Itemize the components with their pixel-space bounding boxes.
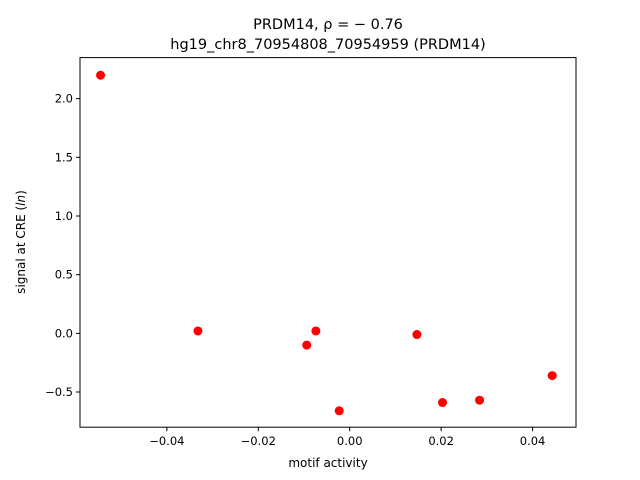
x-tick-label: 0.04 <box>520 434 546 448</box>
data-points <box>96 70 557 416</box>
y-tick-label: 1.5 <box>55 150 73 164</box>
y-tick-label: −0.5 <box>45 385 73 399</box>
data-point <box>302 340 312 350</box>
data-point <box>438 398 448 408</box>
data-point <box>193 326 203 336</box>
data-point <box>96 70 106 80</box>
x-tick-label: −0.04 <box>149 434 184 448</box>
chart-title-line2: hg19_chr8_70954808_70954959 (PRDM14) <box>170 37 485 53</box>
y-tick-label: 0.5 <box>55 268 73 282</box>
x-axis-ticks: −0.04 −0.02 0.00 0.02 0.04 <box>149 427 545 448</box>
plot-frame <box>79 57 577 428</box>
data-point <box>412 330 422 340</box>
y-tick-label: 2.0 <box>55 92 73 106</box>
data-point <box>311 326 321 336</box>
y-tick-label: 0.0 <box>55 326 73 340</box>
data-point <box>547 371 557 381</box>
x-axis-label: motif activity <box>288 456 367 470</box>
y-axis-ticks: −0.5 0.0 0.5 1.0 1.5 2.0 <box>45 92 80 399</box>
x-tick-label: −0.02 <box>241 434 276 448</box>
y-axis-label: signal at CRE (ln) <box>14 190 28 294</box>
y-tick-label: 1.0 <box>55 209 73 223</box>
data-point <box>334 406 344 416</box>
x-tick-label: 0.02 <box>428 434 454 448</box>
chart-title-line1: PRDM14, ρ = − 0.76 <box>253 17 403 33</box>
x-tick-label: 0.00 <box>337 434 363 448</box>
data-point <box>475 395 485 405</box>
